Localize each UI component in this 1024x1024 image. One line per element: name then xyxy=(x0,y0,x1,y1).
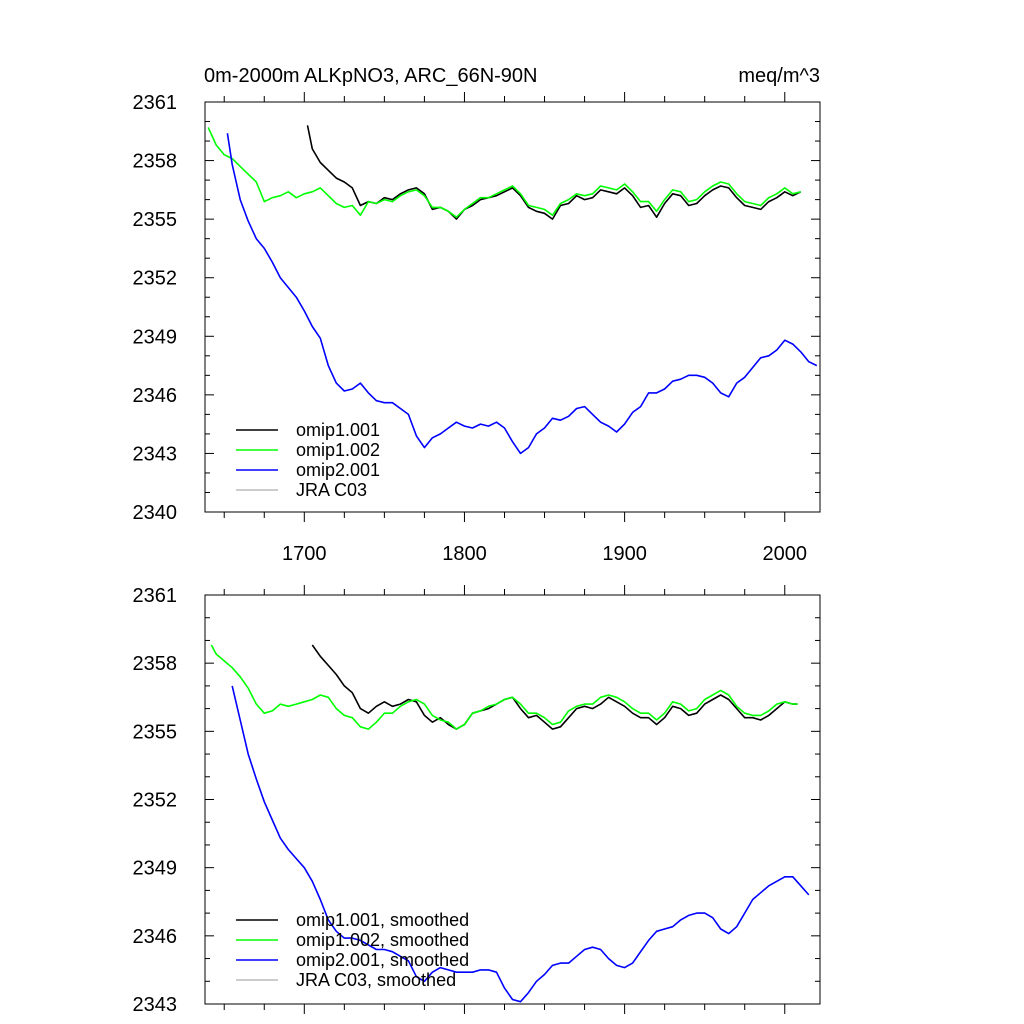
x-tick-label: 2000 xyxy=(763,543,808,565)
y-tick-label: 2349 xyxy=(133,326,178,348)
y-tick-label: 2355 xyxy=(133,721,178,743)
legend-label: omip1.002 xyxy=(296,440,380,460)
y-tick-label: 2361 xyxy=(133,585,178,607)
legend-label: omip2.001, smoothed xyxy=(296,950,469,970)
chart-title: 0m-2000m ALKpNO3, ARC_66N-90N xyxy=(204,65,538,87)
y-tick-label: 2361 xyxy=(133,92,178,114)
legend-label: omip1.001, smoothed xyxy=(296,910,469,930)
x-tick-label: 1700 xyxy=(282,543,327,565)
series-line-3 xyxy=(231,685,810,1003)
x-tick-label: 1800 xyxy=(442,543,487,565)
series-line-2 xyxy=(210,644,798,730)
series-line-2 xyxy=(207,127,801,218)
y-tick-label: 2349 xyxy=(133,858,178,880)
series-line-1 xyxy=(311,644,798,730)
top-panel: 2340 2343 2346 2349 2352 2355 2358 2361 1700 1800… xyxy=(133,92,821,565)
legend-label: JRA C03 xyxy=(296,480,367,500)
y-tick-label: 2352 xyxy=(133,790,178,812)
y-tick-label: 2358 xyxy=(133,653,178,675)
plot-frame xyxy=(204,101,821,513)
y-tick-label: 2343 xyxy=(133,443,178,465)
y-tick-label: 2346 xyxy=(133,926,178,948)
legend-label: omip1.002, smoothed xyxy=(296,930,469,950)
bottom-panel: 2343 2346 2349 2352 2355 2358 2361 omip1.001, s… xyxy=(133,585,821,1016)
y-tick-label: 2340 xyxy=(133,502,178,524)
series-line-3 xyxy=(226,133,818,455)
unit-label: meq/m^3 xyxy=(738,65,820,87)
legend-label: omip2.001 xyxy=(296,460,380,480)
y-tick-label: 2352 xyxy=(133,268,178,290)
y-tick-label: 2343 xyxy=(133,994,178,1016)
series-line-1 xyxy=(306,125,802,220)
legend-label: omip1.001 xyxy=(296,420,380,440)
y-tick-label: 2346 xyxy=(133,385,178,407)
x-tick-label: 1900 xyxy=(602,543,647,565)
y-tick-label: 2358 xyxy=(133,151,178,173)
y-tick-label: 2355 xyxy=(133,209,178,231)
legend-label: JRA C03, smoothed xyxy=(296,970,456,990)
